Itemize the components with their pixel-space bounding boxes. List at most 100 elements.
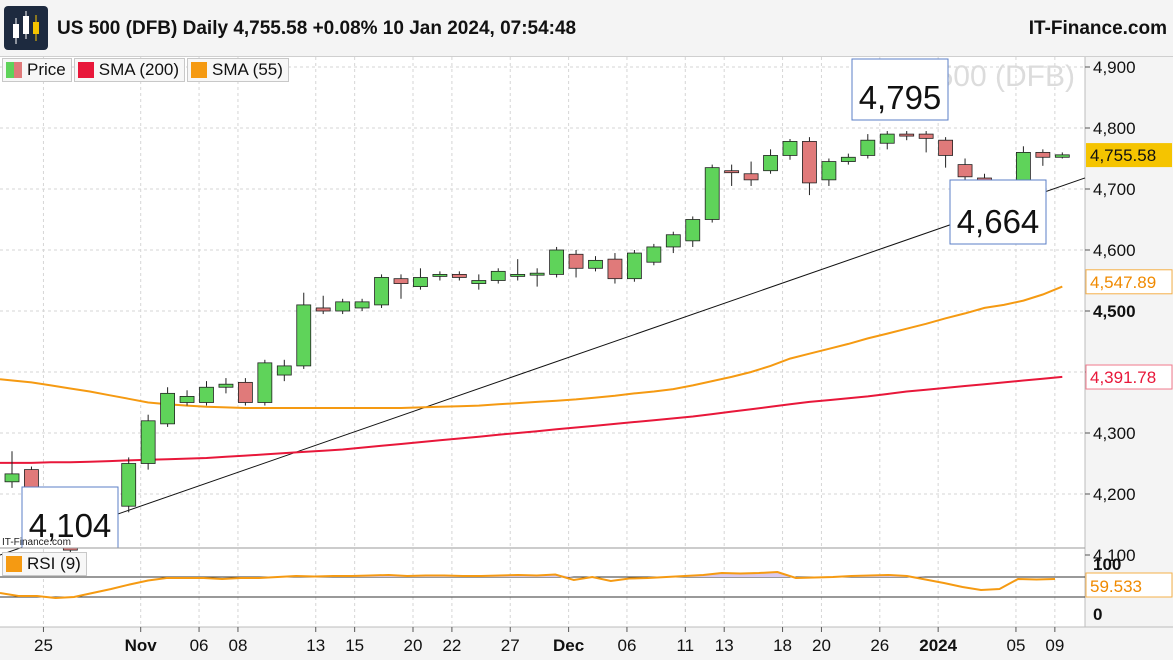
sma55-line [0,285,1063,409]
candle-body [549,249,564,275]
rsi-level-100: 100 [1093,555,1121,574]
candle [179,390,195,406]
low-label: 4,664 [957,203,1040,240]
candle-body [296,304,312,367]
candle-body [160,392,176,425]
x-tick-label: 26 [870,636,889,655]
candle-body [1035,151,1051,158]
rsi-line [0,570,1056,600]
candle [840,153,856,165]
candle [432,271,448,281]
sma200-line [0,375,1063,464]
candle-body [704,167,720,220]
candle [879,131,895,150]
candle-body [918,133,934,139]
start-low-label-box [21,486,119,549]
candle-body [471,280,487,284]
candle-body [4,473,20,483]
candle-body [879,133,895,144]
x-tick-label: Nov [125,636,158,655]
rsi-last-bg [1085,572,1173,598]
candle-body [938,139,953,156]
candle-body [451,273,467,278]
legend-price[interactable]: Price [2,58,72,82]
x-tick-label: 05 [1006,636,1025,655]
sma200-value-label: 4,391.78 [1090,368,1156,387]
candle [588,256,603,272]
y-tick-label: 4,300 [1093,424,1136,443]
candle [568,250,584,278]
candle [704,164,720,223]
candle-body [237,381,253,403]
candle [802,137,817,196]
candle-body [374,277,389,306]
candle [121,457,137,513]
y-tick-label: 4,900 [1093,58,1136,77]
candle-body [802,141,817,184]
high-label: 4,795 [859,79,942,116]
candle-body [393,278,409,284]
last-price-label: 4,755.58 [1090,146,1156,165]
candle [160,387,176,427]
chart-legend: Price SMA (200) SMA (55) [2,58,291,82]
candle [549,246,564,278]
legend-rsi[interactable]: RSI (9) [2,552,87,576]
x-axis-area [0,627,1173,660]
candle [763,149,778,174]
candlestick-logo-icon [4,6,48,50]
x-tick-label: 27 [501,636,520,655]
x-tick-label: 13 [715,636,734,655]
x-tick-label: 22 [442,636,461,655]
legend-sma55[interactable]: SMA (55) [187,58,289,82]
candle [4,451,20,488]
x-tick-label: Dec [553,636,584,655]
candle-body [199,386,214,403]
candle [685,216,701,247]
x-tick-label: 06 [617,636,636,655]
candle [899,131,915,141]
x-tick-label: 13 [306,636,325,655]
legend-sma200-label: SMA (200) [98,60,180,79]
candle [296,292,312,369]
start-low-label: 4,104 [29,507,112,544]
rsi-last-label: 59.533 [1090,577,1142,596]
candle [957,158,973,183]
sma55-swatch-icon [191,62,208,78]
y-tick-label: 4,700 [1093,180,1136,199]
y-axis-area [1085,57,1173,627]
candle-body [510,273,526,277]
candle-body [490,270,506,281]
trendline [0,177,1086,556]
candle-body [276,365,292,376]
candle-body [257,362,273,403]
candle-body [588,259,603,269]
candle [860,134,876,159]
price-swatch-icon [6,62,22,78]
candle-body [763,155,778,172]
candle [354,298,370,311]
sma55-value-label: 4,547.89 [1090,273,1156,292]
candle-body [840,156,856,162]
candle-body [179,395,195,403]
x-tick-label: 20 [812,636,831,655]
candle [1035,149,1051,166]
x-tick-label: 25 [34,636,53,655]
y-tick-label: 4,100 [1093,546,1136,565]
title-bar: US 500 (DFB) Daily 4,755.58 +0.08% 10 Ja… [0,0,1173,57]
legend-sma200[interactable]: SMA (200) [73,58,186,82]
rsi-swatch-icon [6,556,22,572]
y-tick-label: 4,500 [1093,302,1136,321]
candle [529,268,545,287]
candle [821,158,837,186]
candle [607,253,623,284]
candle [665,231,681,254]
x-tick-label: 06 [190,636,209,655]
candle [393,274,409,299]
legend-price-label: Price [27,60,66,79]
candle-body [568,253,584,269]
candle [627,250,642,282]
candle [199,381,214,406]
y-tick-label: 4,800 [1093,119,1136,138]
candle-body [121,463,137,507]
candle [918,131,934,153]
